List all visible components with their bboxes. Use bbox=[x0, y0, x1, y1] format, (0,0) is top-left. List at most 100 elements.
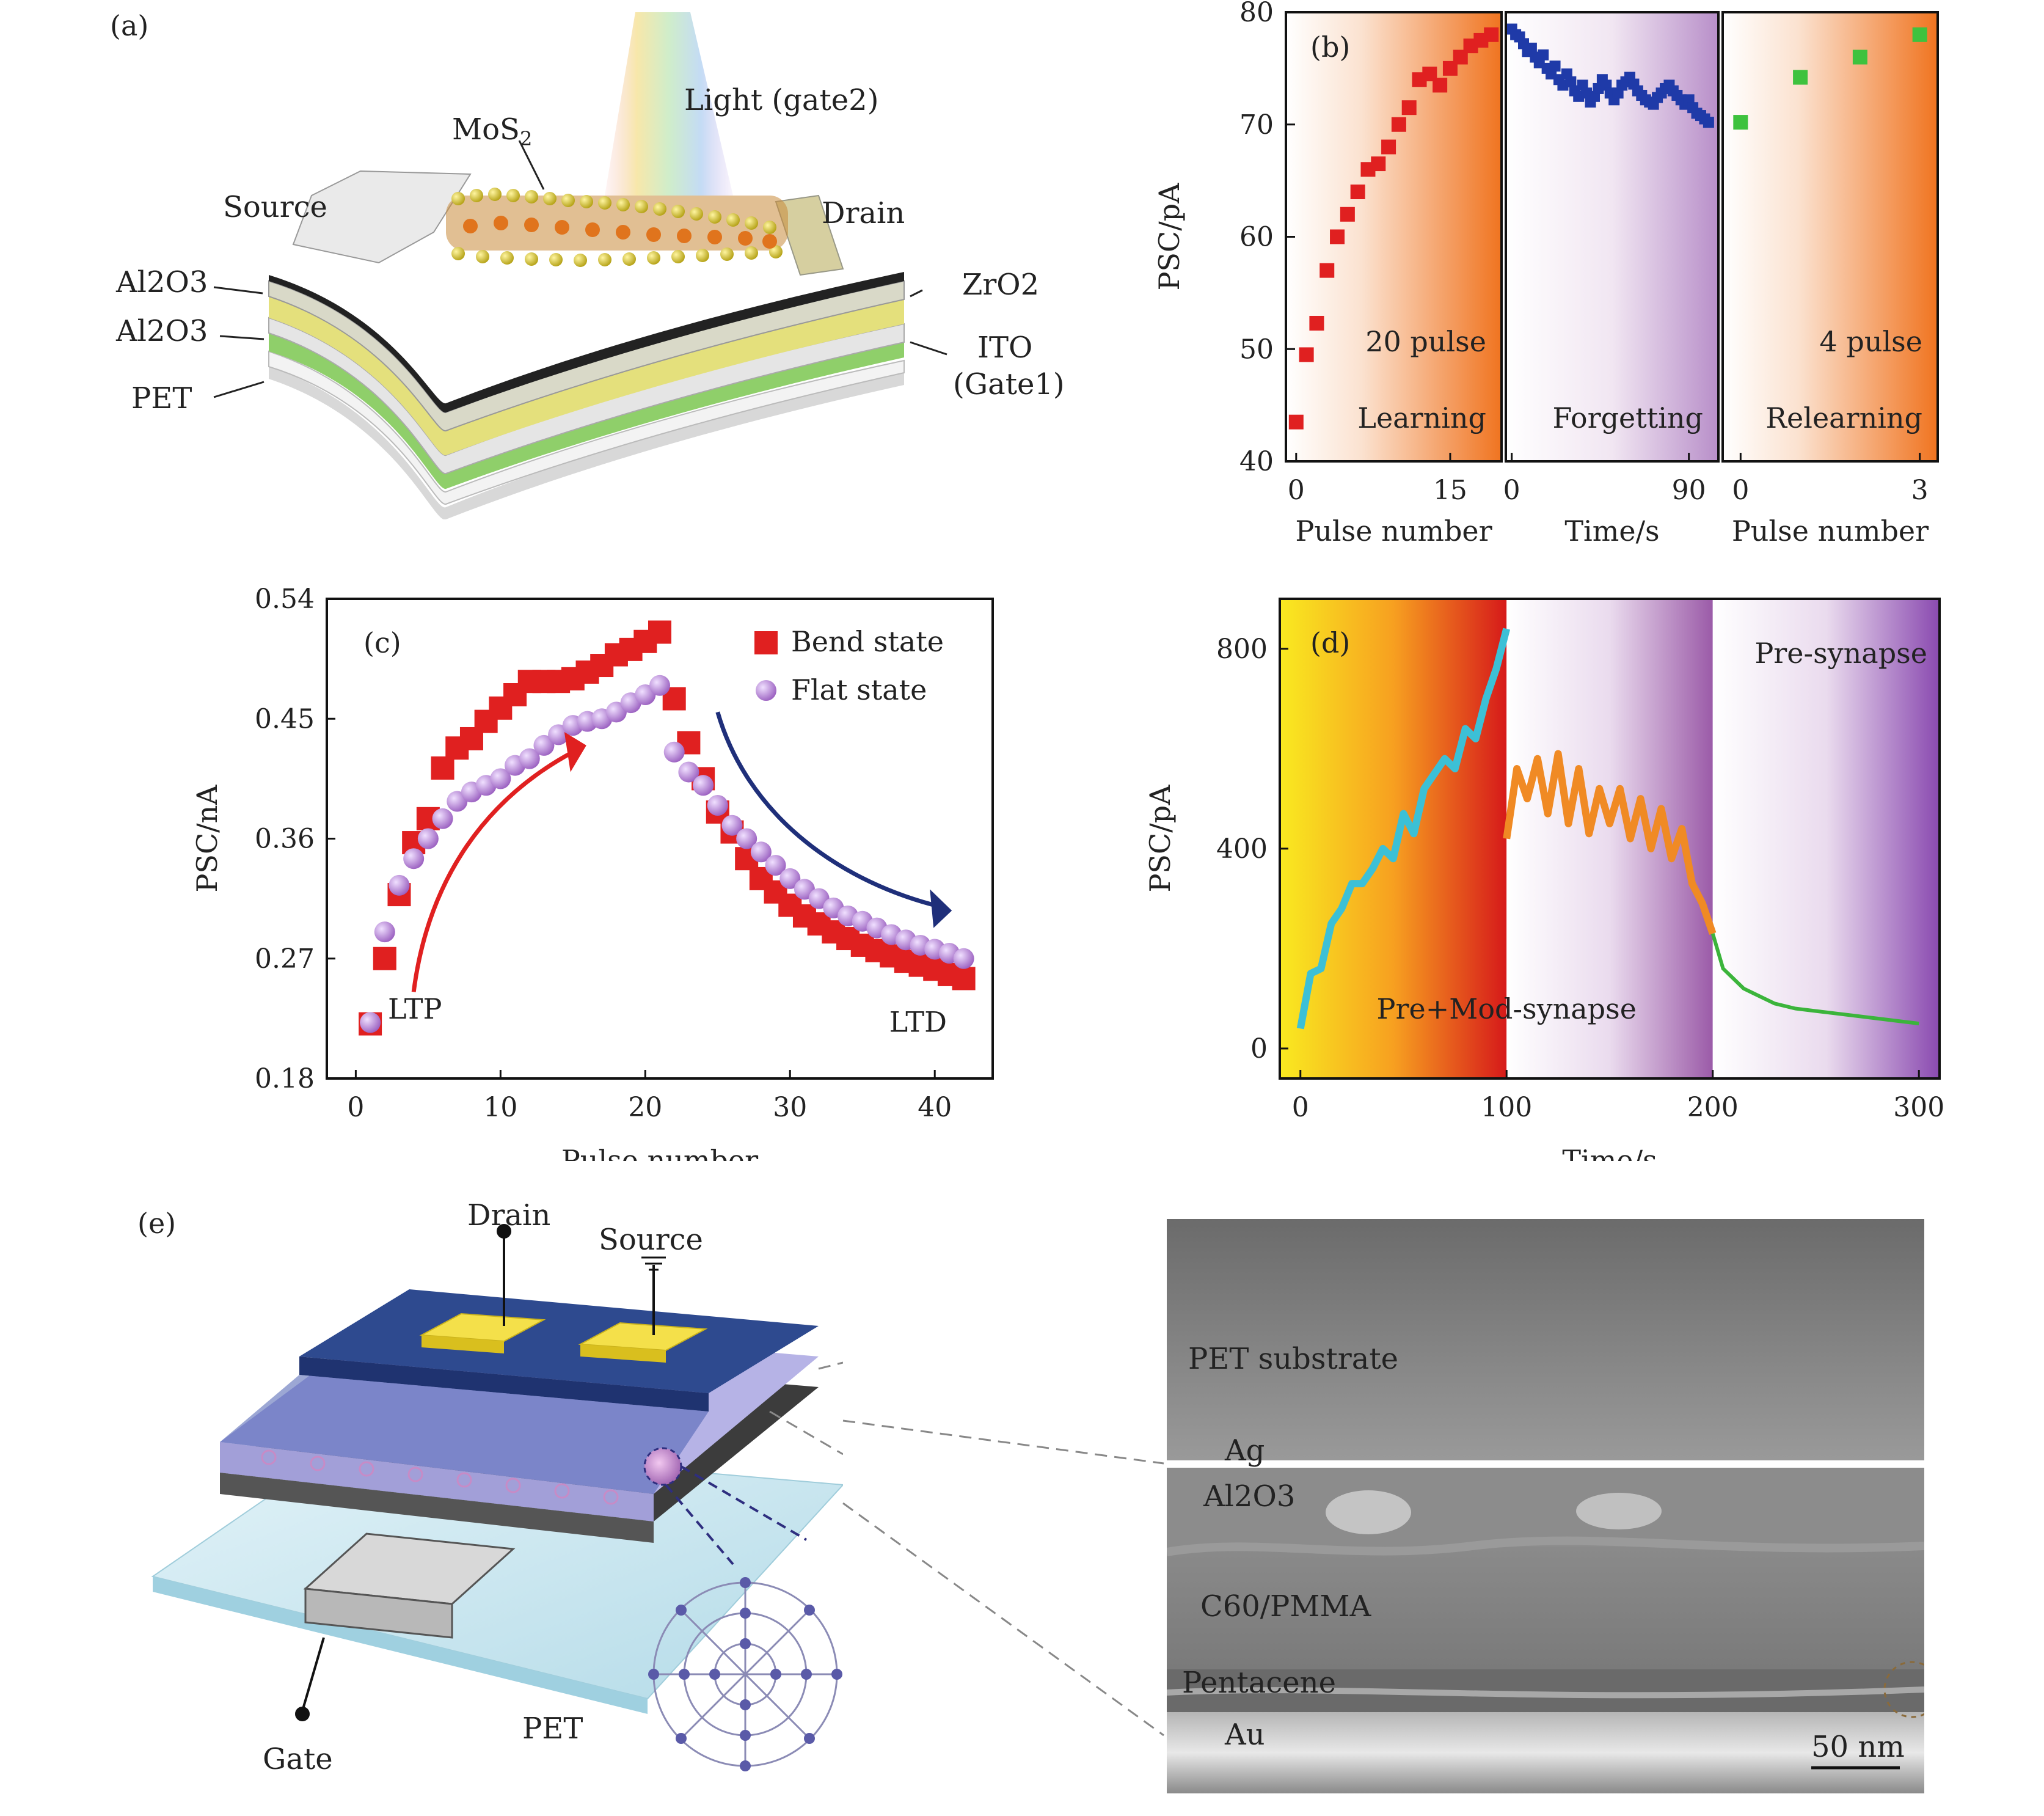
label-pet: PET bbox=[131, 381, 192, 416]
chart-b-x-tick-label: 0 bbox=[1503, 475, 1520, 506]
chart-b-y-tick-label: 80 bbox=[1239, 0, 1274, 28]
chart-c-flat-point bbox=[721, 815, 743, 836]
chart-c-ltd-label: LTD bbox=[889, 1006, 947, 1039]
chart-b-relearning-point bbox=[1733, 115, 1748, 130]
chart-c-x-tick-label: 30 bbox=[773, 1092, 807, 1123]
chart-d-series-2 bbox=[1710, 933, 1919, 1026]
label-gate1: (Gate1) bbox=[953, 367, 1065, 401]
chart-d-y-tick-label: 0 bbox=[1250, 1033, 1268, 1064]
chart-b-x-tick-label: 15 bbox=[1433, 475, 1467, 506]
chart-b-learning-point bbox=[1433, 78, 1448, 93]
panel-e-label: (e) bbox=[137, 1207, 177, 1240]
label-light: Light (gate2) bbox=[684, 83, 878, 117]
chart-c-flat-point bbox=[693, 775, 714, 796]
chart-c-y-tick-label: 0.45 bbox=[255, 703, 315, 734]
chart-b-learning-point bbox=[1340, 207, 1355, 222]
label-al2o3-top: Al2O3 bbox=[115, 265, 208, 299]
chart-c-flat-point bbox=[417, 828, 439, 849]
chart-b-forgetting-point bbox=[1549, 60, 1561, 72]
chart-c-x-tick-label: 10 bbox=[483, 1092, 517, 1123]
chart-b-x-tick-label: 0 bbox=[1732, 475, 1749, 506]
chart-c-legend-flat-label: Flat state bbox=[791, 673, 927, 706]
chart-c-y-tick-label: 0.18 bbox=[255, 1063, 315, 1094]
chart-b-x-axis-label: Time/s bbox=[1564, 514, 1659, 547]
chart-c-ltp-arrowhead bbox=[564, 732, 586, 772]
chart-d-premod-label: Pre+Mod-synapse bbox=[1377, 992, 1637, 1025]
chart-b-y-axis-label: PSC/pA bbox=[1153, 183, 1186, 291]
sem-c60-region bbox=[1167, 1547, 1924, 1669]
sem-label-pet-substrate: PET substrate bbox=[1188, 1342, 1398, 1376]
sem-al2o3-region bbox=[1167, 1468, 1924, 1547]
chart-c-flat-point bbox=[649, 675, 670, 696]
chart-b-learning-point bbox=[1401, 100, 1417, 115]
chart-c-flat-point bbox=[736, 828, 757, 849]
chart-c-x-axis-label: Pulse number bbox=[561, 1144, 758, 1161]
drain-electrode bbox=[775, 194, 844, 276]
chart-b-learning-point bbox=[1309, 315, 1324, 331]
chart-b-relearning-point bbox=[1912, 27, 1927, 42]
mos2-lattice bbox=[446, 188, 788, 267]
chart-d-presynapse-background bbox=[1712, 599, 1940, 1078]
chart-b-learning-point bbox=[1330, 229, 1345, 244]
chart-d-x-tick-label: 300 bbox=[1893, 1092, 1944, 1123]
chart-c-ltd-arrowhead bbox=[930, 889, 952, 928]
chart-b-relearning-label: Relearning bbox=[1765, 401, 1922, 434]
panel-a-label: (a) bbox=[110, 9, 149, 42]
label-al2o3-bottom: Al2O3 bbox=[115, 314, 208, 348]
chart-b-learning-label: Learning bbox=[1357, 401, 1486, 434]
chart-b-y-tick-label: 50 bbox=[1239, 334, 1274, 365]
chart-b-learning-background bbox=[1286, 12, 1502, 461]
chart-c-bend-point bbox=[373, 946, 396, 970]
chart-b-pulse-annotation: 4 pulse bbox=[1819, 325, 1922, 358]
chart-b-forgetting-point bbox=[1565, 76, 1577, 87]
chart-c-x-tick-label: 0 bbox=[347, 1092, 364, 1123]
chart-b-forgetting-frame bbox=[1505, 11, 1720, 463]
chart-d-y-tick-label: 400 bbox=[1216, 833, 1268, 865]
chart-b-forgetting-point bbox=[1525, 42, 1537, 54]
chart-c-ltp-arrow bbox=[411, 750, 574, 992]
chart-b-forgetting-point bbox=[1538, 49, 1549, 60]
label-source: Source bbox=[223, 190, 327, 224]
chart-c-flat-point bbox=[765, 855, 786, 876]
chart-b-learning-point bbox=[1288, 414, 1304, 430]
chart-c-ltd-arrow bbox=[715, 711, 936, 907]
sem-pet-region bbox=[1167, 1219, 1924, 1463]
chart-b-forgetting-point bbox=[1703, 117, 1714, 128]
chart-b-learning-point bbox=[1381, 139, 1396, 155]
label-ito: ITO bbox=[977, 331, 1032, 365]
sem-label-ag: Ag bbox=[1224, 1433, 1265, 1468]
chart-b-x-axis-label: Pulse number bbox=[1295, 514, 1492, 547]
chart-b-y-tick-label: 70 bbox=[1239, 109, 1274, 141]
sem-label-scale-bar: 50 nm bbox=[1811, 1730, 1905, 1764]
chart-d-x-tick-label: 100 bbox=[1481, 1092, 1532, 1123]
sem-label-al2o3: Al2O3 bbox=[1203, 1479, 1295, 1514]
label-e-gate: Gate bbox=[263, 1742, 333, 1776]
chart-c-flat-point bbox=[490, 768, 511, 789]
label-e-drain: Drain bbox=[467, 1198, 550, 1232]
chart-c-legend-bend-marker bbox=[754, 631, 778, 654]
pentacene-layer bbox=[299, 1289, 819, 1393]
chart-b-relearning-background bbox=[1723, 12, 1938, 461]
chart-b-learning-point bbox=[1350, 185, 1365, 199]
chart-c-legend-flat-marker bbox=[756, 680, 776, 701]
chart-b-x-tick-label: 0 bbox=[1288, 475, 1305, 506]
chart-b-x-tick-label: 3 bbox=[1911, 475, 1929, 506]
chart-c-bend-point bbox=[952, 967, 976, 990]
panel-c-label: (c) bbox=[363, 626, 401, 659]
chart-d-x-axis-label: Time/s bbox=[1562, 1144, 1657, 1161]
layer-pet bbox=[268, 350, 905, 505]
chart-c-bend-point bbox=[648, 620, 671, 644]
chart-b: 0 15 Pulse number Learning 20 pulse 0 90 Time/s… bbox=[1153, 0, 1939, 547]
chart-c-flat-point bbox=[432, 808, 453, 829]
chart-c-x-tick-label: 40 bbox=[918, 1092, 952, 1123]
chart-b-relearning-point bbox=[1852, 49, 1867, 65]
panel-d-label: (d) bbox=[1310, 626, 1351, 659]
chart-b-y-tick-label: 60 bbox=[1239, 222, 1274, 253]
chart-c-flat-point bbox=[750, 841, 772, 863]
chart-b-y-tick-label: 40 bbox=[1239, 446, 1274, 477]
light-beam bbox=[605, 12, 733, 196]
sem-label-c60-pmma: C60/PMMA bbox=[1200, 1589, 1372, 1624]
